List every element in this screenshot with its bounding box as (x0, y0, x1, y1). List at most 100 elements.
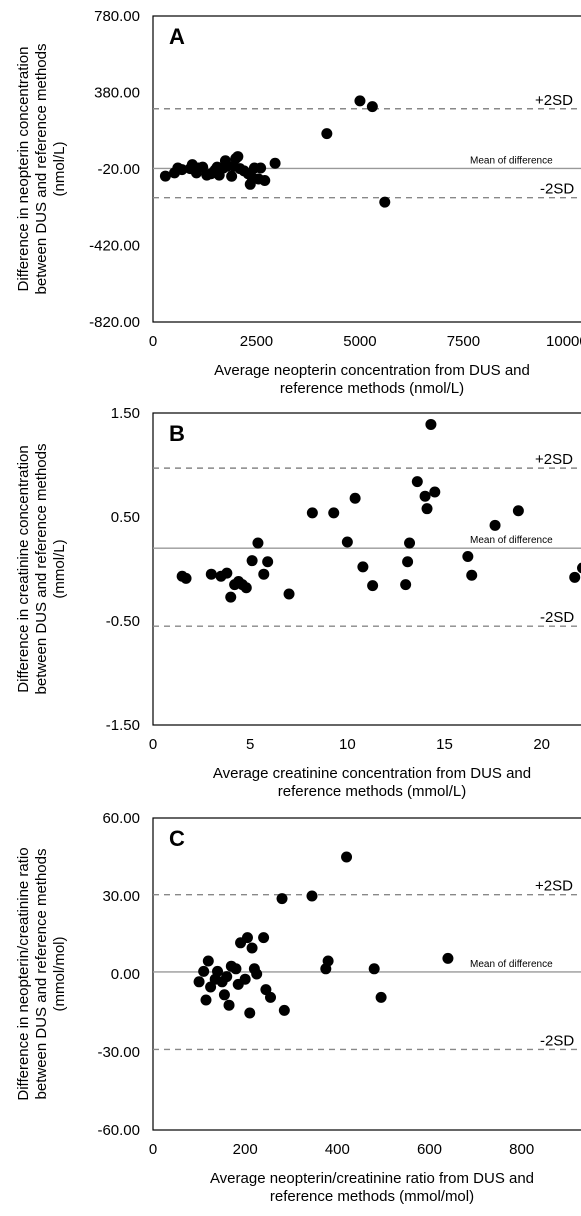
data-point (255, 162, 267, 174)
data-point (223, 999, 235, 1011)
data-point (258, 932, 270, 944)
x-tick-label: 200 (233, 1141, 258, 1158)
data-point (425, 418, 437, 430)
data-point (265, 991, 277, 1003)
y-tick-label: 780.00 (94, 8, 140, 25)
x-tick-label: 400 (325, 1141, 350, 1158)
data-point (512, 505, 524, 517)
data-point (176, 164, 188, 176)
mean-difference-label: Mean of difference (470, 959, 553, 970)
data-point (230, 963, 242, 975)
x-tick-label: 5000 (343, 333, 376, 350)
data-point (442, 952, 454, 964)
data-point (375, 991, 387, 1003)
y-tick-label: 30.00 (102, 888, 140, 905)
data-point (159, 170, 171, 182)
data-point (239, 973, 251, 985)
plot-frame (152, 817, 581, 1131)
y-tick-label: -420.00 (89, 238, 140, 255)
data-point (349, 492, 361, 504)
y-tick-label: 60.00 (102, 810, 140, 827)
x-tick-label: 10000 (546, 333, 581, 350)
upper-2sd-label: +2SD (535, 451, 573, 468)
data-point (368, 963, 380, 975)
data-point (354, 95, 366, 107)
lower-2sd-label: -2SD (540, 1032, 574, 1049)
y-axis-title: between DUS and reference methods (33, 44, 50, 295)
data-point (306, 507, 318, 519)
data-point (489, 519, 501, 531)
panel-a: A +2SD -2SD Mean of difference 780.00 380.00 -… (15, 8, 581, 397)
x-tick-label: 0 (149, 333, 157, 350)
data-point (322, 955, 334, 967)
data-point (341, 851, 353, 863)
data-point (226, 170, 238, 182)
data-point (402, 556, 414, 568)
y-tick-label: -1.50 (106, 717, 140, 734)
data-point (221, 971, 233, 983)
y-tick-label: -820.00 (89, 314, 140, 331)
y-axis-title: (nmol/L) (51, 141, 68, 196)
data-point (276, 893, 288, 905)
y-tick-label: 0.50 (111, 509, 140, 526)
x-axis-title: Average neopterin/creatinine ratio from … (210, 1170, 534, 1187)
data-point (462, 551, 474, 563)
y-tick-label: 380.00 (94, 85, 140, 102)
panel-c: C +2SD -2SD Mean of difference 60.00 30.00 0.0… (15, 810, 581, 1205)
data-point (328, 507, 340, 519)
data-point (232, 151, 244, 163)
data-point (429, 486, 441, 498)
x-tick-label: 15 (436, 736, 453, 753)
data-point (357, 561, 369, 573)
data-point (269, 157, 281, 169)
y-axis-title: Difference in neopterin concentration (15, 47, 32, 292)
y-axis-title: Difference in creatinine concentration (15, 445, 32, 692)
y-tick-label: 0.00 (111, 966, 140, 983)
x-tick-label: 2500 (240, 333, 273, 350)
data-point (205, 568, 217, 580)
data-point (283, 588, 295, 600)
data-point (367, 580, 379, 592)
data-point (252, 537, 264, 549)
data-point (244, 1007, 256, 1019)
data-point (341, 536, 353, 548)
data-point (569, 571, 581, 583)
y-tick-label: -30.00 (97, 1044, 140, 1061)
x-axis-title: Average neopterin concentration from DUS… (214, 362, 530, 379)
data-point (241, 932, 253, 944)
data-point (259, 174, 271, 186)
data-point (321, 128, 333, 140)
lower-2sd-label: -2SD (540, 181, 574, 198)
x-tick-label: 20 (533, 736, 550, 753)
x-tick-label: 5 (246, 736, 254, 753)
mean-difference-label: Mean of difference (470, 535, 553, 546)
data-point (404, 537, 416, 549)
data-point (419, 490, 431, 502)
data-point (466, 569, 478, 581)
mean-difference-label: Mean of difference (470, 155, 553, 166)
data-point (366, 101, 378, 113)
data-point (193, 976, 205, 988)
data-point (246, 942, 258, 954)
upper-2sd-label: +2SD (535, 878, 573, 895)
upper-2sd-label: +2SD (535, 92, 573, 109)
x-axis-title: Average creatinine concentration from DU… (213, 765, 531, 782)
data-point (198, 965, 210, 977)
y-axis-title: (mmol/L) (51, 539, 68, 598)
y-axis-title: (mmol/mol) (51, 937, 68, 1012)
data-point (411, 476, 423, 488)
data-point (262, 556, 274, 568)
data-point (225, 591, 237, 603)
data-point (212, 965, 224, 977)
data-point (577, 562, 581, 574)
x-axis-title: reference methods (nmol/L) (280, 380, 464, 397)
x-tick-label: 800 (509, 1141, 534, 1158)
data-point (202, 955, 214, 967)
panel-letter: B (169, 421, 185, 446)
data-point (218, 989, 230, 1001)
y-axis-title: between DUS and reference methods (33, 849, 50, 1100)
x-tick-label: 7500 (447, 333, 480, 350)
x-axis-title: reference methods (mmol/mol) (270, 1188, 474, 1205)
data-point (221, 567, 233, 579)
panel-letter: C (169, 826, 185, 851)
